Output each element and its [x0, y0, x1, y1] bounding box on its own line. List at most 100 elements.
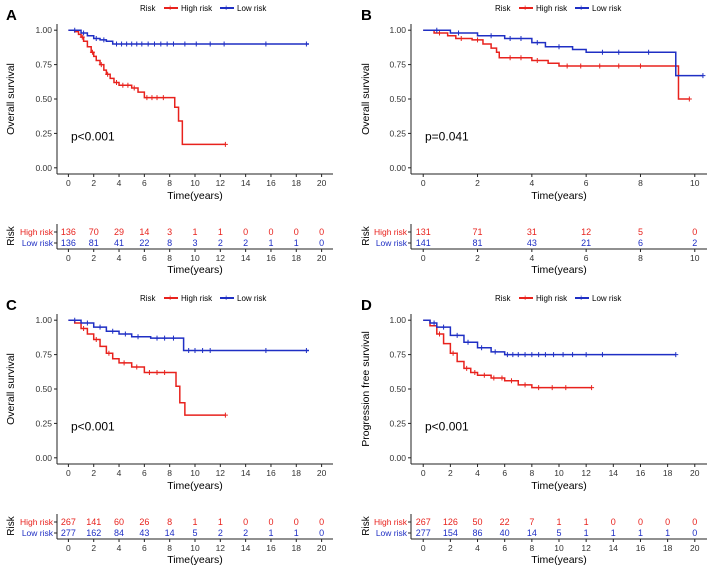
- legend-censor-mark: +: [523, 293, 528, 303]
- risk-count: 14: [527, 528, 537, 538]
- legend-high-risk: + High risk: [164, 3, 213, 13]
- risk-count: 43: [139, 528, 149, 538]
- x-tick-label: 18: [663, 468, 673, 478]
- series-high-risk: [68, 319, 228, 418]
- panel-label: C: [6, 297, 17, 314]
- risk-count: 131: [416, 227, 431, 237]
- risk-count: 1: [584, 528, 589, 538]
- survival-curve: [423, 29, 703, 77]
- censor-mark: [134, 41, 140, 47]
- risk-count: 1: [294, 238, 299, 248]
- risk-count: 43: [527, 238, 537, 248]
- risk-count: 2: [243, 238, 248, 248]
- risk-table-x-tick-label: 6: [502, 543, 507, 553]
- censor-mark: [119, 41, 125, 47]
- risk-count: 81: [89, 238, 99, 248]
- series-low-risk: [68, 27, 309, 47]
- censor-mark: [263, 347, 269, 353]
- censor-mark: [93, 336, 99, 342]
- panel-label: B: [361, 7, 372, 24]
- risk-table-x-tick-label: 6: [142, 253, 147, 263]
- risk-count: 1: [638, 528, 643, 538]
- censor-mark: [616, 49, 622, 55]
- p-value: p<0.001: [71, 129, 115, 143]
- x-tick-label: 0: [66, 178, 71, 188]
- censor-mark: [472, 369, 478, 375]
- censor-mark: [158, 41, 164, 47]
- risk-count: 0: [243, 227, 248, 237]
- risk-row-label: Low risk: [22, 528, 54, 538]
- legend-label: Low risk: [237, 4, 267, 13]
- risk-count: 0: [692, 227, 697, 237]
- censor-mark: [182, 41, 188, 47]
- panel-B: B Risk + High risk + Low risk 0.00 0.25 0.50 0.75…: [360, 3, 707, 276]
- risk-table-x-tick-label: 10: [554, 543, 564, 553]
- x-tick-label: 12: [581, 468, 591, 478]
- legend: Risk + High risk + Low risk: [495, 293, 622, 303]
- y-axis-title: Overall survival: [5, 353, 17, 425]
- risk-table-x-tick-label: 10: [190, 253, 200, 263]
- risk-table-x-tick-label: 8: [167, 253, 172, 263]
- y-tick-label: 0.25: [35, 418, 52, 428]
- series-high-risk: [423, 319, 595, 391]
- censor-mark: [454, 332, 460, 338]
- risk-row-label: Low risk: [376, 528, 408, 538]
- censor-mark: [522, 352, 528, 358]
- censor-mark: [686, 96, 692, 102]
- series-low-risk: [423, 319, 679, 358]
- legend-label: Low risk: [237, 294, 267, 303]
- censor-mark: [518, 55, 524, 61]
- risk-count: 136: [61, 238, 76, 248]
- censor-mark: [120, 82, 126, 88]
- risk-count: 5: [192, 528, 197, 538]
- censor-mark: [162, 335, 168, 341]
- risk-count: 41: [114, 238, 124, 248]
- censor-mark: [193, 41, 199, 47]
- censor-mark: [200, 347, 206, 353]
- censor-mark: [131, 85, 137, 91]
- censor-mark: [492, 349, 498, 355]
- y-tick-label: 0.00: [389, 163, 406, 173]
- risk-count: 2: [692, 238, 697, 248]
- risk-count: 29: [114, 227, 124, 237]
- risk-table-x-tick-label: 8: [529, 543, 534, 553]
- censor-mark: [81, 30, 87, 36]
- censor-mark: [192, 347, 198, 353]
- legend-label: High risk: [181, 294, 213, 303]
- censor-mark: [508, 378, 514, 384]
- survival-curve: [68, 29, 309, 45]
- risk-table-x-tick-label: 0: [66, 543, 71, 553]
- censor-mark: [72, 317, 78, 323]
- risk-count: 1: [665, 528, 670, 538]
- risk-table-x-title: Time(years): [167, 264, 223, 276]
- x-tick-label: 6: [142, 468, 147, 478]
- censor-mark: [154, 335, 160, 341]
- censor-mark: [578, 63, 584, 69]
- legend-censor-mark: +: [168, 3, 173, 13]
- risk-count: 22: [500, 517, 510, 527]
- x-tick-label: 18: [292, 178, 302, 188]
- censor-mark: [437, 331, 443, 337]
- x-tick-label: 2: [448, 468, 453, 478]
- risk-count: 0: [638, 517, 643, 527]
- censor-mark: [479, 345, 485, 351]
- risk-table-x-tick-label: 8: [638, 253, 643, 263]
- legend-label: Low risk: [592, 294, 622, 303]
- censor-mark: [583, 352, 589, 358]
- risk-count: 12: [581, 227, 591, 237]
- y-tick-label: 0.50: [389, 384, 406, 394]
- censor-mark: [93, 35, 99, 41]
- y-tick-label: 0.25: [389, 128, 406, 138]
- censor-mark: [164, 41, 170, 47]
- risk-table-x-tick-label: 16: [636, 543, 646, 553]
- censor-mark: [599, 352, 605, 358]
- censor-mark: [518, 35, 524, 41]
- risk-table-x-tick-label: 12: [216, 253, 226, 263]
- risk-count: 267: [61, 517, 76, 527]
- y-tick-label: 1.00: [389, 315, 406, 325]
- censor-mark: [542, 352, 548, 358]
- legend-label: High risk: [181, 4, 213, 13]
- censor-mark: [551, 352, 557, 358]
- risk-table-x-title: Time(years): [531, 264, 587, 276]
